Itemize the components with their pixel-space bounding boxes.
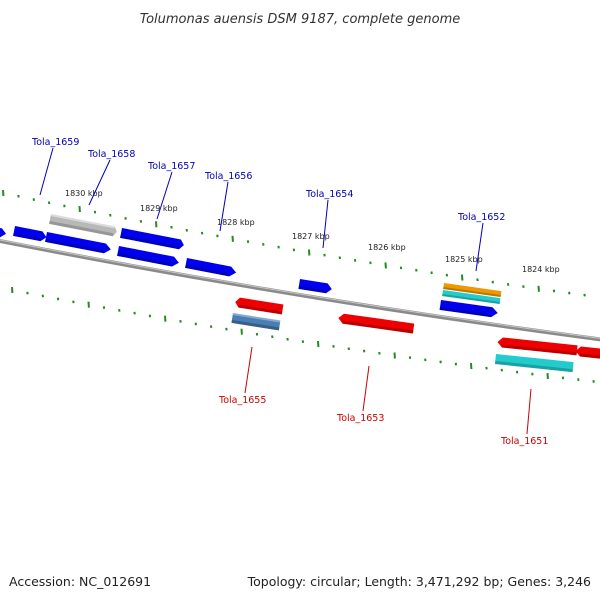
gene-feature[interactable] (231, 313, 281, 331)
gene-feature[interactable] (234, 297, 284, 315)
gene-features (0, 214, 600, 373)
gene-feature[interactable] (13, 226, 47, 242)
kbp-label: 1825 kbp (445, 255, 483, 264)
topology-text: Topology: circular; Length: 3,471,292 bp… (247, 574, 591, 589)
gene-feature[interactable] (443, 283, 502, 298)
gene-label[interactable]: Tola_1652 (457, 212, 505, 223)
gene-label[interactable]: Tola_1655 (218, 395, 266, 406)
gene-feature[interactable] (494, 354, 574, 373)
kbp-scale-labels: 1830 kbp 1829 kbp 1828 kbp 1827 kbp 1826… (65, 189, 560, 274)
gene-label[interactable]: Tola_1658 (87, 149, 135, 160)
gene-feature[interactable] (49, 214, 118, 237)
genome-backbone (0, 238, 600, 342)
gene-label[interactable]: Tola_1659 (31, 137, 79, 148)
gene-label[interactable]: Tola_1657 (147, 161, 195, 172)
gene-label[interactable]: Tola_1654 (305, 189, 353, 200)
kbp-label: 1828 kbp (217, 218, 255, 227)
gene-label[interactable]: Tola_1653 (336, 413, 384, 424)
accession-text: Accession: NC_012691 (9, 574, 151, 589)
lower-tick-row (11, 286, 595, 383)
gene-feature[interactable] (575, 346, 600, 360)
gene-labels-reverse: Tola_1655 Tola_1653 Tola_1651 (218, 395, 548, 447)
kbp-label: 1830 kbp (65, 189, 103, 198)
gene-feature[interactable] (439, 300, 499, 318)
gene-feature[interactable] (120, 228, 185, 250)
upper-tick-row (2, 189, 586, 297)
map-title: Tolumonas auensis DSM 9187, complete gen… (140, 12, 461, 27)
gene-feature[interactable] (298, 279, 332, 294)
gene-feature[interactable] (185, 258, 237, 278)
gene-feature[interactable] (117, 246, 180, 268)
gene-label[interactable]: Tola_1651 (500, 436, 548, 447)
kbp-label: 1824 kbp (522, 265, 560, 274)
kbp-label: 1827 kbp (292, 232, 330, 241)
genome-backbone-highlight (0, 239, 600, 339)
gene-label[interactable]: Tola_1656 (204, 171, 252, 182)
kbp-label: 1826 kbp (368, 243, 406, 252)
leader-lines-forward (39, 147, 484, 272)
gene-feature[interactable] (497, 337, 578, 356)
gene-feature[interactable] (442, 290, 501, 305)
gene-feature[interactable] (45, 232, 112, 254)
gene-feature[interactable] (338, 313, 415, 334)
leader-lines-reverse (244, 346, 532, 435)
gene-feature[interactable] (0, 226, 7, 238)
kbp-label: 1829 kbp (140, 204, 178, 213)
gene-labels-forward: Tola_1659 Tola_1658 Tola_1657 Tola_1656 … (31, 137, 505, 223)
